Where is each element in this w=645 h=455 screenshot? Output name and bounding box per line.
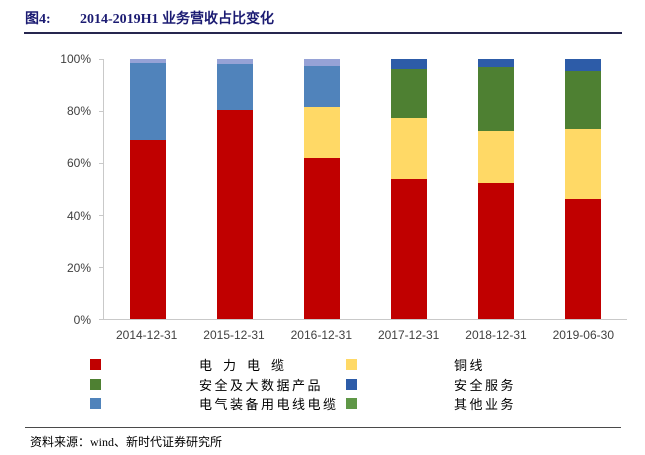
x-axis-labels: 2014-12-31 2015-12-31 2016-12-31 2017-12-31…	[103, 328, 627, 342]
legend-column-right: 铜线安全服务其他业务	[346, 355, 516, 414]
legend-label: 电力电缆	[199, 358, 296, 374]
bar-segment	[565, 59, 602, 71]
stacked-bar	[565, 59, 602, 319]
legend-item: 电气装备用电线电缆	[90, 394, 339, 414]
figure-title: 图4: 2014-2019H1 业务营收占比变化	[25, 8, 625, 28]
y-axis-tick-label: 20%	[66, 260, 91, 275]
legend-marker-icon	[346, 378, 357, 390]
legend-label: 安全服务	[454, 377, 517, 393]
x-axis-label: 2016-12-31	[290, 328, 353, 342]
legend-column-left: 电力电缆安全及大数据产品 电气装备用电线电缆	[90, 355, 339, 414]
bar-slot	[540, 59, 627, 319]
figure-title-text: 2014-2019H1 业务营收占比变化	[80, 12, 275, 27]
bar-segment	[478, 66, 515, 131]
y-axis-tick-label: 80%	[66, 104, 91, 119]
bar-segment	[478, 130, 515, 183]
stacked-bar	[478, 59, 515, 319]
legend-marker-icon	[346, 359, 357, 371]
bar-segment	[391, 59, 428, 70]
x-axis-label: 2015-12-31	[203, 328, 265, 342]
x-axis-label: 2018-12-31	[465, 328, 527, 342]
bar-segment	[216, 59, 253, 65]
bar-segment	[478, 59, 515, 67]
stacked-bar	[391, 59, 428, 319]
legend-marker-icon	[90, 378, 101, 390]
bar-slot	[453, 59, 540, 319]
legend-marker-icon	[346, 398, 357, 410]
bar-slot	[278, 59, 365, 319]
stacked-bar	[216, 59, 253, 319]
stacked-bar	[129, 59, 166, 319]
legend-label: 电气装备用电线电缆	[199, 397, 339, 413]
legend-marker-icon	[90, 398, 101, 410]
y-axis-tick-mark	[99, 162, 104, 164]
y-axis-labels: 0% 20% 40% 60% 80% 100%	[45, 52, 97, 327]
y-axis-tick-label: 40%	[66, 208, 91, 223]
legend-label: 其他业务	[454, 397, 517, 413]
bar-segment	[565, 199, 602, 319]
y-axis-tick-label: 0%	[73, 313, 91, 327]
y-axis-tick-mark	[99, 214, 104, 216]
y-axis-tick-mark	[99, 318, 104, 320]
bar-segment	[391, 117, 428, 179]
legend-item: 安全及大数据产品	[90, 375, 339, 395]
y-axis-tick-mark	[99, 58, 104, 60]
x-axis-label: 2019-06-30	[552, 328, 614, 342]
y-axis-tick-label: 100%	[60, 52, 91, 66]
legend-item: 安全服务	[346, 375, 516, 395]
source-note: 资料来源：wind、新时代证券研究所	[30, 435, 223, 449]
title-divider	[24, 32, 622, 34]
figure-number: 图4:	[25, 12, 51, 27]
bar-segment	[303, 59, 340, 66]
bar-slot	[104, 59, 191, 319]
bar-slot	[191, 59, 278, 319]
legend-label: 铜线	[454, 358, 486, 374]
bar-segment	[303, 65, 340, 108]
bar-segment	[565, 129, 602, 200]
y-axis-tick-mark	[99, 266, 104, 268]
x-axis-label: 2017-12-31	[377, 328, 440, 342]
legend-marker-icon	[90, 359, 101, 371]
legend-item: 电力电缆	[90, 355, 339, 375]
y-axis-tick-mark	[99, 110, 104, 112]
stacked-bar	[303, 59, 340, 319]
bar-segment	[391, 69, 428, 118]
bar-segment	[129, 62, 166, 140]
bar-segment	[216, 64, 253, 110]
legend-item: 铜线	[346, 355, 516, 375]
x-axis-label: 2014-12-31	[115, 328, 178, 342]
legend-label: 安全及大数据产品	[199, 377, 324, 393]
footer-divider	[25, 427, 621, 428]
bar-segment	[478, 182, 515, 319]
bar-segment	[129, 139, 166, 319]
plot-area	[99, 58, 627, 320]
bar-segment	[565, 70, 602, 130]
y-axis-tick-label: 60%	[66, 156, 91, 171]
bar-segment	[303, 157, 340, 319]
legend-item: 其他业务	[346, 394, 516, 414]
bar-segment	[129, 59, 166, 63]
bar-slot	[366, 59, 453, 319]
bar-segment	[303, 107, 340, 158]
bar-segment	[216, 109, 253, 319]
bar-segment	[391, 178, 428, 319]
